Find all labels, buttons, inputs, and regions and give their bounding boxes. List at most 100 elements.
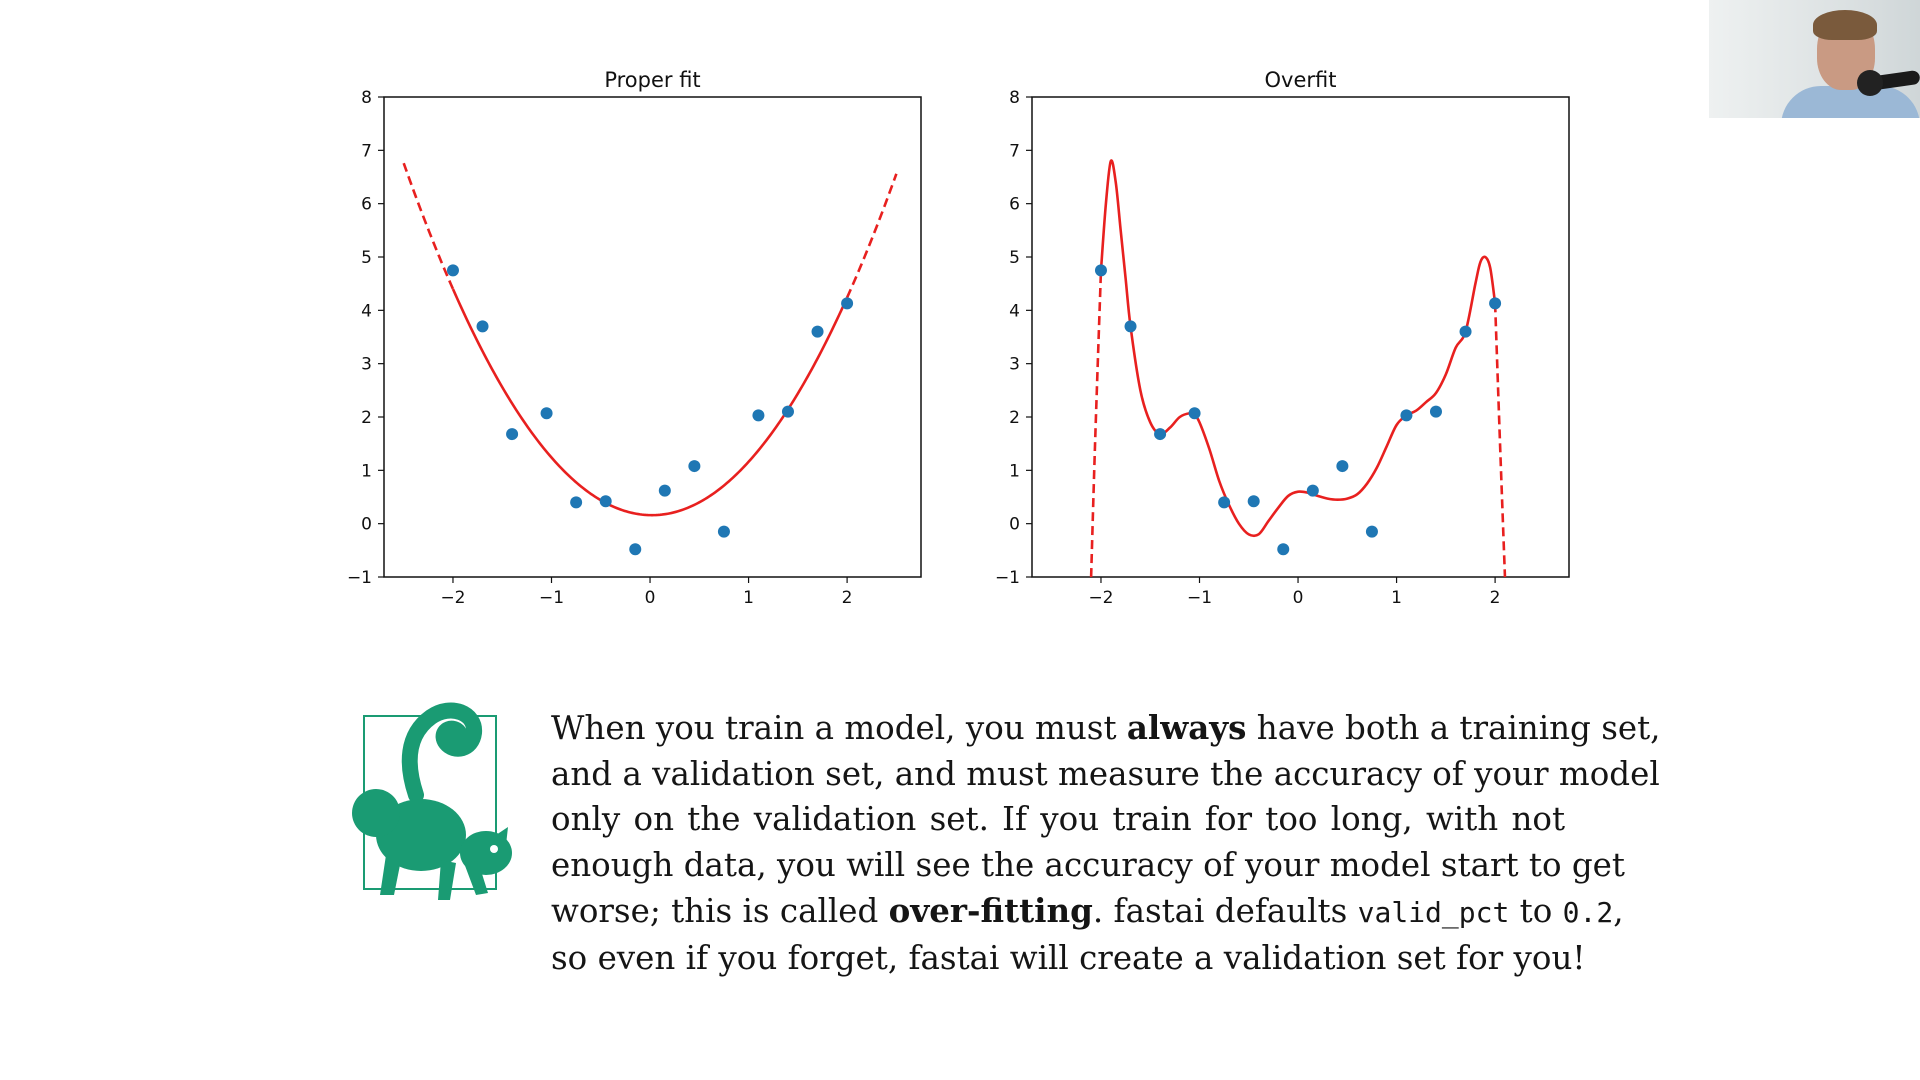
data-point (1154, 428, 1167, 441)
webcam-overlay (1709, 0, 1920, 118)
note-line: worse; this is called over-fitting. fast… (551, 888, 1624, 936)
x-tick-label: −1 (1187, 588, 1212, 608)
note-text-run: have both a training set, (1246, 709, 1661, 747)
lemur-rump (352, 789, 400, 837)
fit-curve-extrapolated-left (1089, 270, 1103, 577)
data-point (1489, 297, 1502, 310)
note-code-term: valid_pct (1357, 896, 1510, 929)
chart-title: Overfit (1265, 68, 1337, 92)
lemur-tail (401, 702, 482, 803)
note-line: and a validation set, and must measure t… (551, 752, 1660, 798)
chart-title: Proper fit (604, 68, 700, 92)
y-tick-label: 8 (361, 88, 372, 108)
y-tick-label: −1 (995, 568, 1020, 588)
fit-curve-group (1089, 159, 1507, 577)
fit-curve-extrapolated-left (402, 162, 455, 290)
data-point (1306, 484, 1319, 497)
y-tick-label: 3 (361, 355, 372, 375)
x-tick-label: 1 (743, 588, 754, 608)
presenter-shirt (1781, 86, 1920, 118)
lemur-note-icon (352, 702, 512, 900)
data-point (1459, 325, 1472, 338)
y-tick-label: 0 (1009, 515, 1020, 535)
chart-panel-1: Proper fit −2 −1 0 1 2 −1 0 1 2 3 4 5 6 7 8 (347, 68, 922, 608)
y-tick-label: 0 (361, 515, 372, 535)
lemur-hind-leg (380, 855, 401, 895)
x-tick-label: 2 (1490, 588, 1501, 608)
plots-figure: Proper fit −2 −1 0 1 2 −1 0 1 2 3 4 5 6 7 8 Overfit −2 −1 0… (347, 68, 1570, 608)
note-line: so even if you forget, fastai will creat… (551, 936, 1585, 982)
y-tick-label: 6 (361, 195, 372, 215)
plot-frame (383, 96, 922, 578)
y-tick-label: 7 (361, 141, 372, 161)
lemur-front-leg (438, 860, 456, 900)
plot-frame (1031, 96, 1570, 578)
data-point (1188, 407, 1201, 420)
y-tick-label: −1 (347, 568, 372, 588)
note-text-run: and a validation set, and must measure t… (551, 754, 1660, 793)
note-text-run: enough data, you will see the accuracy o… (551, 845, 1625, 884)
x-tick-label: −2 (440, 588, 465, 608)
microphone-icon (1857, 70, 1883, 96)
data-point (1094, 264, 1107, 277)
x-tick-label: −2 (1088, 588, 1113, 608)
data-point (1429, 405, 1442, 418)
x-tick-label: 0 (1293, 588, 1304, 608)
note-bold-term: always (1126, 708, 1247, 747)
data-point (476, 320, 489, 333)
note-line: only on the validation set. If you train… (551, 797, 1565, 843)
chart-panel-2: Overfit −2 −1 0 1 2 −1 0 1 2 3 4 5 6 7 8 (995, 68, 1570, 608)
data-point (446, 264, 459, 277)
fit-curve-extrapolated-right (845, 173, 898, 299)
note-text-run: so even if you forget, fastai will creat… (551, 938, 1586, 977)
data-point (506, 428, 519, 441)
data-point (1277, 543, 1290, 556)
data-point (1247, 495, 1260, 508)
y-tick-label: 1 (1009, 461, 1020, 481)
fit-curve-group (402, 162, 898, 517)
note-line: When you train a model, you must always … (551, 705, 1661, 752)
data-point (752, 409, 765, 422)
presenter-hair (1813, 10, 1877, 40)
y-tick-label: 4 (361, 301, 372, 321)
data-point (688, 460, 701, 473)
y-tick-label: 8 (1009, 88, 1020, 108)
data-point (599, 495, 612, 508)
data-point (841, 297, 854, 310)
note-code-term: 0.2 (1562, 896, 1614, 929)
data-point (781, 405, 794, 418)
y-tick-label: 3 (1009, 355, 1020, 375)
y-tick-label: 6 (1009, 195, 1020, 215)
data-point (1365, 525, 1378, 538)
fit-curve (451, 288, 849, 517)
data-point (629, 543, 642, 556)
data-point (570, 496, 583, 509)
y-tick-label: 5 (1009, 248, 1020, 268)
lemur-paw (464, 861, 488, 895)
data-point (811, 325, 824, 338)
data-point (1400, 409, 1413, 422)
fit-curve-extrapolated-right (1493, 303, 1507, 577)
x-tick-label: 1 (1391, 588, 1402, 608)
data-point (717, 525, 730, 538)
note-text-run: to (1509, 892, 1563, 930)
note-text-run: , (1613, 892, 1624, 930)
y-tick-label: 7 (1009, 141, 1020, 161)
y-tick-label: 1 (361, 461, 372, 481)
note-text-run: . fastai defaults (1092, 892, 1358, 930)
lemur-icon (352, 702, 512, 900)
data-point (540, 407, 553, 420)
x-tick-label: 2 (842, 588, 853, 608)
y-tick-label: 4 (1009, 301, 1020, 321)
data-point (1124, 320, 1137, 333)
note-text-run: only on the validation set. If you train… (551, 800, 1565, 838)
note-paragraph: When you train a model, you must always … (551, 705, 1661, 982)
note-bold-term: over-fitting (888, 891, 1093, 930)
y-tick-label: 2 (361, 408, 372, 428)
data-point (1218, 496, 1231, 509)
y-tick-label: 5 (361, 248, 372, 268)
note-text-run: When you train a model, you must (551, 709, 1127, 747)
y-tick-label: 2 (1009, 408, 1020, 428)
data-point (1336, 460, 1349, 473)
lemur-ear (496, 827, 508, 845)
